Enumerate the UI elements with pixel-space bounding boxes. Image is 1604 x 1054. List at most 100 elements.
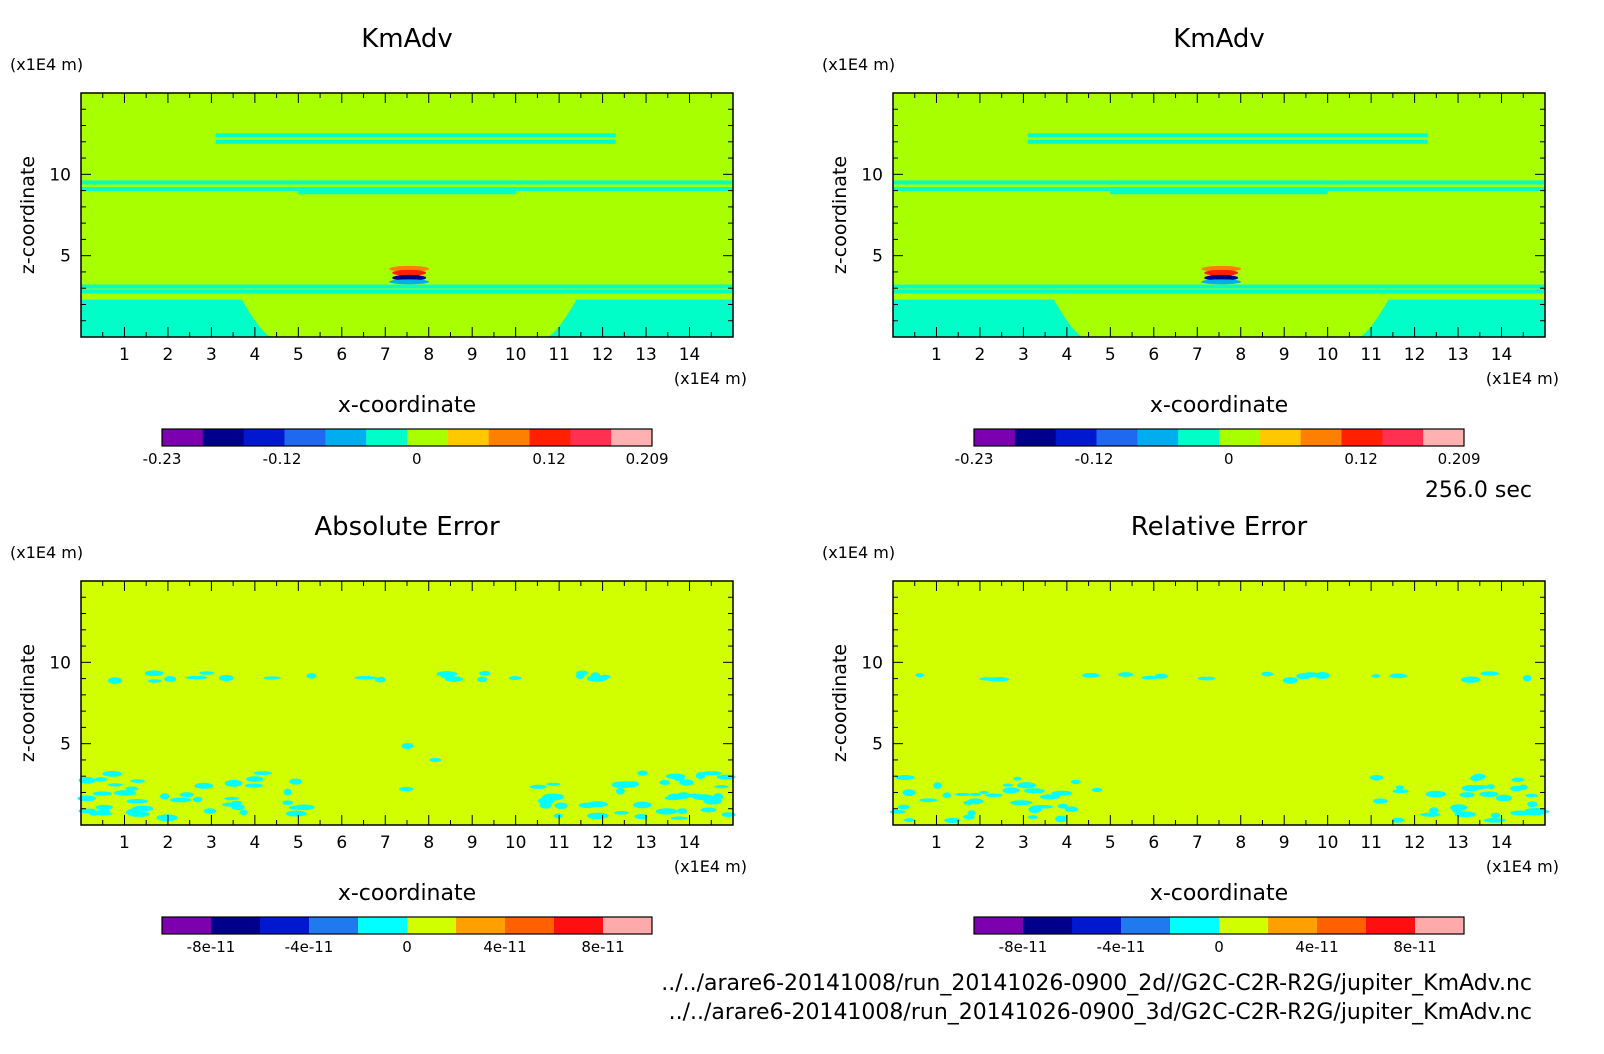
colorbar-swatch [529, 429, 571, 446]
error-patch [540, 796, 553, 801]
error-patch [283, 788, 292, 796]
error-patch [637, 770, 648, 776]
error-patch [231, 804, 245, 811]
error-patch [714, 785, 729, 789]
x-tick-label: 8 [423, 833, 434, 853]
error-patch [77, 795, 96, 802]
colorbar-tick-label: -0.12 [1075, 450, 1114, 468]
colorbar-swatch [1219, 917, 1269, 934]
x-tick-label: 2 [975, 345, 986, 365]
x-tick-label: 4 [1061, 345, 1072, 365]
y-axis-label: z-coordinate [829, 644, 851, 762]
y-tick-label: 10 [49, 653, 71, 673]
x-tick-label: 1 [931, 345, 942, 365]
error-patch [263, 676, 281, 680]
colorbar-swatch [1259, 429, 1302, 446]
anomaly-blue [389, 279, 430, 285]
error-patch [192, 796, 203, 803]
x-tick-label: 14 [679, 833, 701, 853]
colorbar-swatch [1170, 917, 1220, 934]
error-patch [963, 800, 975, 805]
error-patch [1389, 673, 1408, 679]
y-unit-label: (x1E4 m) [10, 543, 83, 562]
error-patch [102, 770, 123, 777]
error-patch [203, 808, 217, 814]
colorbar-swatch [1072, 917, 1122, 934]
x-tick-label: 6 [336, 345, 347, 365]
colorbar-swatch [1423, 429, 1465, 446]
error-patch [194, 782, 214, 789]
colorbar-swatch [162, 429, 204, 446]
colorbar-swatch [243, 429, 285, 446]
error-patch [1118, 672, 1134, 677]
contour-band-4 [893, 180, 1545, 185]
colorbar-tick-label: -4e-11 [1097, 938, 1146, 956]
x-tick-label: 11 [1360, 833, 1382, 853]
x-tick-label: 5 [1105, 345, 1116, 365]
colorbar-tick-label: 0 [1214, 938, 1224, 956]
error-patch [897, 804, 910, 810]
error-patch [164, 676, 176, 683]
colorbar-swatch [1382, 429, 1424, 446]
x-tick-label: 14 [679, 345, 701, 365]
x-axis-label: x-coordinate [1150, 881, 1288, 906]
error-patch [429, 758, 442, 763]
colorbar-tick-label: 8e-11 [581, 938, 624, 956]
error-patch [97, 809, 111, 815]
error-patch [1002, 787, 1020, 794]
error-patch [160, 793, 170, 800]
colorbar-tick-label: 0.209 [1438, 450, 1481, 468]
chart-title: Relative Error [1131, 512, 1308, 542]
error-patch [616, 787, 625, 795]
error-patch [713, 793, 724, 801]
error-patch [144, 670, 164, 677]
x-tick-label: 1 [931, 833, 942, 853]
error-patch [1461, 785, 1481, 792]
error-patch [902, 789, 916, 796]
lower-layer-right [546, 299, 733, 337]
colorbar-tick-label: 0.209 [626, 450, 669, 468]
error-patch [1527, 801, 1538, 808]
x-tick-label: 3 [1018, 345, 1029, 365]
time-label: 256.0 sec [1425, 478, 1532, 503]
x-axis-label: x-coordinate [338, 393, 476, 418]
error-patch [1091, 787, 1103, 792]
error-patch [590, 672, 601, 680]
contour-band-1 [893, 284, 1545, 289]
error-patch [1480, 671, 1500, 676]
x-tick-label: 8 [1235, 345, 1246, 365]
x-tick-label: 8 [423, 345, 434, 365]
error-patch [655, 808, 678, 815]
error-patch [477, 676, 488, 683]
contour-band-3 [893, 186, 1545, 191]
x-tick-label: 3 [206, 345, 217, 365]
error-patch [285, 810, 307, 817]
error-patch [721, 812, 736, 818]
error-patch [1027, 815, 1038, 819]
x-unit-label: (x1E4 m) [1486, 857, 1559, 876]
field-background [893, 581, 1545, 825]
colorbar-swatch [1137, 429, 1179, 446]
error-patch [1522, 674, 1532, 682]
x-tick-label: 12 [1404, 345, 1426, 365]
error-patch [919, 798, 938, 803]
error-patch [1197, 676, 1216, 681]
error-patch [676, 792, 691, 800]
contour-band-3 [81, 186, 733, 191]
error-patch [1420, 812, 1441, 817]
error-patch [479, 670, 491, 676]
x-tick-label: 4 [1061, 833, 1072, 853]
error-patch [1495, 794, 1512, 802]
error-patch [1511, 777, 1525, 782]
colorbar-swatch [974, 917, 1024, 934]
error-patch [942, 792, 951, 799]
x-tick-label: 10 [505, 833, 527, 853]
error-patch [554, 802, 568, 809]
error-patch [529, 784, 547, 790]
x-tick-label: 7 [380, 833, 391, 853]
anomaly-red [1204, 269, 1239, 276]
error-patch [634, 813, 648, 820]
x-tick-label: 13 [635, 833, 657, 853]
contour-band-7 [298, 190, 516, 195]
